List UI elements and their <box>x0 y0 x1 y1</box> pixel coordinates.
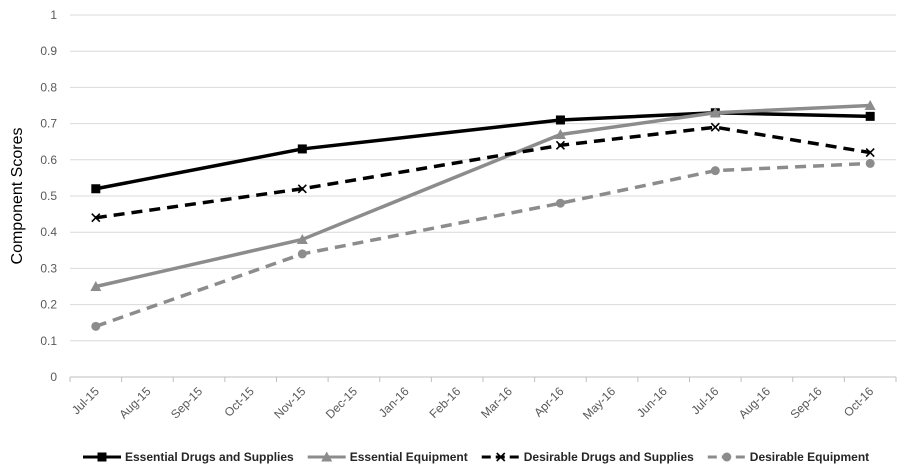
legend-label: Essential Drugs and Supplies <box>125 450 294 464</box>
x-marker <box>496 452 506 462</box>
y-tick-label: 0 <box>50 370 57 384</box>
circle-marker <box>297 249 307 259</box>
square-marker <box>555 115 565 125</box>
y-tick-label: 0.8 <box>40 80 57 94</box>
y-tick-label: 0.2 <box>40 298 57 312</box>
y-axis-label: Component Scores <box>9 128 26 265</box>
x-tick-label: Jul-16 <box>688 384 721 417</box>
x-tick-label: Oct-16 <box>841 384 877 420</box>
triangle-marker <box>864 100 876 110</box>
legend-label: Desirable Equipment <box>750 450 869 464</box>
series-line <box>95 161 871 328</box>
y-tick-label: 0.5 <box>40 189 57 203</box>
series-line <box>95 125 871 220</box>
x-tick-label: Nov-15 <box>271 384 308 421</box>
legend-item: Desirable Equipment <box>707 450 869 464</box>
x-marker <box>710 122 720 132</box>
series-4 <box>91 158 875 331</box>
gridlines <box>69 14 897 382</box>
triangle-marker <box>296 233 308 244</box>
legend-label: Essential Equipment <box>350 450 468 464</box>
y-tick-label: 0.9 <box>40 44 57 58</box>
y-tick-label: 0.6 <box>40 153 57 167</box>
x-tick-label: Apr-16 <box>531 384 567 420</box>
x-marker <box>297 184 307 194</box>
triangle-marker <box>554 128 566 139</box>
x-tick-label: Sep-15 <box>168 384 205 421</box>
y-tick-label: 0.7 <box>40 117 57 131</box>
y-tick-label: 0.4 <box>40 225 57 239</box>
x-tick-label: Aug-16 <box>736 384 773 421</box>
x-tick-label: Jul-15 <box>69 384 102 417</box>
x-marker <box>555 140 566 150</box>
circle-marker <box>555 198 565 208</box>
series-lines <box>90 100 876 331</box>
legend: Essential Drugs and Supplies Essential Eq… <box>83 450 869 464</box>
x-tick-label: Jun-16 <box>634 384 670 420</box>
square-marker <box>865 111 875 121</box>
square-marker <box>297 144 307 154</box>
x-marker <box>91 213 101 223</box>
triangle-marker <box>90 281 102 291</box>
x-tick-label: Feb-16 <box>427 384 464 421</box>
y-tick-label: 0.1 <box>40 334 57 348</box>
series-line <box>95 110 871 191</box>
x-tick-label: May-16 <box>580 384 618 422</box>
circle-marker <box>710 166 720 176</box>
series-3 <box>91 122 875 223</box>
x-tick-label: Dec-15 <box>323 384 360 421</box>
x-tick-label: Jan-16 <box>376 384 412 420</box>
circle-marker <box>91 321 101 331</box>
x-tick-label: Sep-16 <box>787 384 824 421</box>
y-tick-label: 0.3 <box>40 261 57 275</box>
x-tick-label: Mar-16 <box>478 384 515 421</box>
x-tick-label: Oct-15 <box>221 384 257 420</box>
legend-item: Essential Drugs and Supplies <box>83 450 294 464</box>
series-1 <box>91 108 875 194</box>
triangle-marker <box>709 107 721 118</box>
x-tick-labels: Jul-15 Aug-15 Sep-15 Oct-15 Nov-15 Dec-15 Jan-… <box>69 384 877 422</box>
y-tick-label: 1 <box>50 8 57 22</box>
y-tick-labels: 0 0.1 0.2 0.3 0.4 0.5 0.6 0.7 0.8 0.9 1 <box>40 8 57 384</box>
series-2 <box>90 100 876 291</box>
triangle-marker <box>321 451 333 462</box>
circle-marker <box>722 452 732 462</box>
legend-item: Essential Equipment <box>307 450 468 464</box>
square-marker <box>97 452 107 462</box>
x-marker <box>865 147 875 158</box>
circle-marker <box>865 158 875 168</box>
legend-item: Desirable Drugs and Supplies <box>481 450 694 464</box>
square-marker <box>91 184 101 194</box>
x-tick-label: Aug-15 <box>116 384 153 421</box>
legend-label: Desirable Drugs and Supplies <box>524 450 694 464</box>
